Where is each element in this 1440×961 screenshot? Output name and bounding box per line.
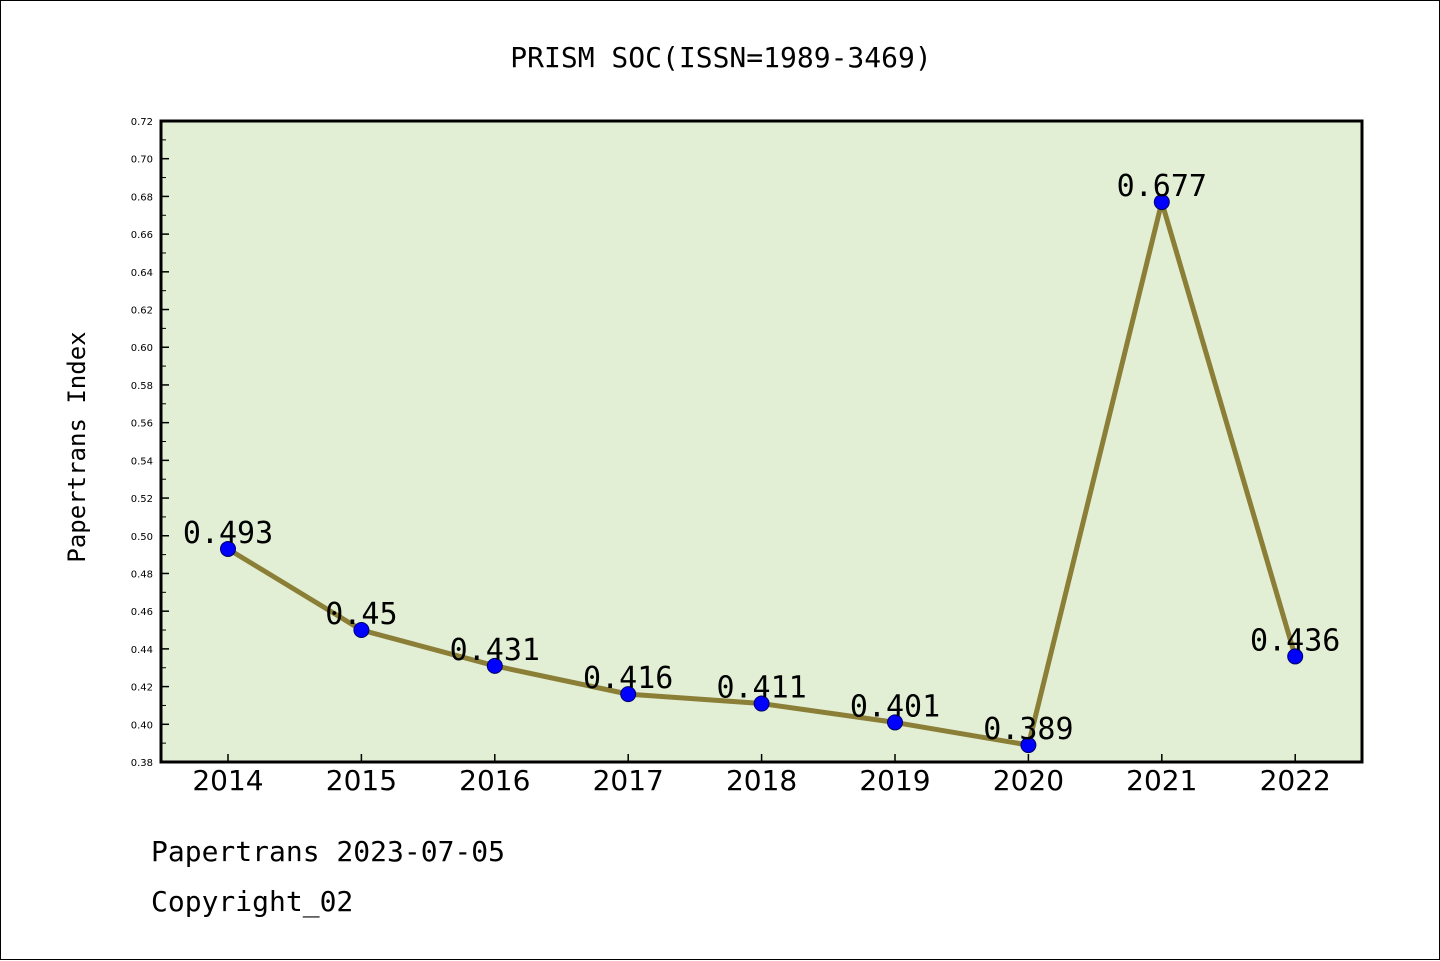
- data-label-2018: 0.411: [716, 671, 806, 706]
- y-tick-label: 0.40: [131, 720, 153, 731]
- y-minor-ticks: [161, 139, 166, 744]
- marker-2016: [486, 657, 503, 674]
- marker-2021: [1153, 194, 1170, 211]
- y-tick-label: 0.52: [131, 494, 153, 505]
- y-tick-label: 0.72: [131, 117, 153, 128]
- data-label-2021: 0.677: [1117, 169, 1207, 204]
- data-label-2016: 0.431: [450, 633, 540, 668]
- x-tick-label: 2015: [326, 764, 397, 797]
- x-tick-label: 2019: [859, 764, 930, 797]
- y-tick-label: 0.60: [131, 343, 153, 354]
- y-tick-label: 0.48: [131, 569, 153, 580]
- marker-2022: [1287, 648, 1304, 665]
- marker-2018: [753, 695, 770, 712]
- y-tick-label: 0.62: [131, 306, 153, 317]
- data-label-2020: 0.389: [983, 712, 1073, 747]
- marker-2015: [353, 622, 370, 639]
- y-tick-label: 0.54: [131, 456, 153, 467]
- x-tick-label: 2016: [459, 764, 530, 797]
- y-tick-label: 0.70: [131, 155, 153, 166]
- footer-date: Papertrans 2023-07-05: [151, 835, 506, 868]
- data-label-2019: 0.401: [850, 689, 940, 724]
- y-tick-label: 0.58: [131, 381, 153, 392]
- y-tick-label: 0.44: [131, 645, 153, 656]
- y-tick-label: 0.38: [131, 758, 153, 769]
- y-tick-label: 0.66: [131, 230, 153, 241]
- x-tick-label: 2020: [993, 764, 1064, 797]
- y-tick-label: 0.68: [131, 192, 153, 203]
- data-label-2014: 0.493: [183, 516, 273, 551]
- y-tick-label: 0.42: [131, 683, 153, 694]
- x-axis-ticks: 2014 2015 2016 2017 2018 2019 2020 2021 2022: [192, 754, 1331, 797]
- x-tick-label: 2018: [726, 764, 797, 797]
- marker-2014: [220, 540, 236, 557]
- x-tick-label: 2022: [1260, 764, 1331, 797]
- series-markers: [220, 194, 1304, 754]
- marker-2020: [1020, 737, 1037, 754]
- data-label-2022: 0.436: [1250, 623, 1340, 658]
- x-tick-label: 2014: [192, 764, 263, 797]
- data-label-2017: 0.416: [583, 661, 673, 696]
- footer-copyright: Copyright_02: [151, 885, 354, 918]
- marker-2019: [887, 714, 903, 731]
- y-tick-label: 0.56: [131, 419, 153, 430]
- plot-area: [159, 119, 1364, 764]
- x-tick-label: 2017: [593, 764, 664, 797]
- y-tick-label: 0.50: [131, 532, 153, 543]
- chart-title: PRISM SOC(ISSN=1989-3469): [510, 41, 931, 74]
- data-labels: 0.493 0.45 0.431 0.416 0.411 0.401 0.389 0.677 0…: [183, 169, 1341, 747]
- marker-2017: [620, 686, 637, 703]
- y-axis-label: Papertrans Index: [63, 331, 91, 562]
- x-tick-label: 2021: [1126, 764, 1197, 797]
- data-label-2015: 0.45: [325, 597, 397, 632]
- y-axis-ticks: 0.38 0.40 0.42 0.44 0.46 0.48 0.50 0.52 0.54 0.56…: [131, 117, 169, 769]
- y-tick-label: 0.46: [131, 607, 153, 618]
- y-tick-label: 0.64: [131, 268, 153, 279]
